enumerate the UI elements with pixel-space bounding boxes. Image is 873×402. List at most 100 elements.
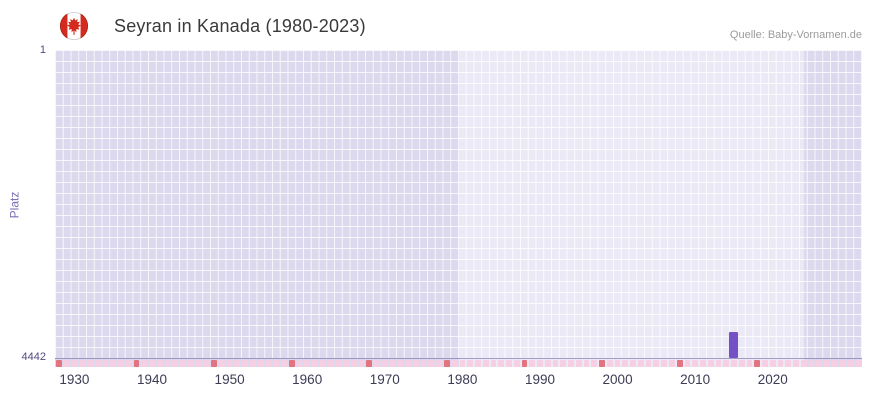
rug-cell-1992: [552, 360, 559, 367]
rug-cell-1936: [118, 360, 124, 367]
y-axis-tick-top: 1: [39, 44, 46, 56]
rug-cell-2012: [707, 360, 714, 367]
rug-cell-1970: [381, 360, 388, 367]
rug-cell-2009: [684, 360, 691, 367]
rug-cell-2002: [630, 360, 636, 367]
y-axis-tick-bottom: 4442: [21, 351, 46, 363]
rug-cell-2013: [715, 360, 722, 367]
rug-cell-1976: [428, 360, 435, 367]
rug-cell-1961: [312, 360, 318, 367]
rug-cell-1999: [606, 360, 613, 367]
chart-title: Seyran in Kanada (1980-2023): [114, 15, 366, 36]
rug-cell-1955: [265, 360, 272, 367]
rug-cell-2011: [700, 360, 706, 367]
rug-cell-2023: [793, 360, 799, 367]
rug-cell-1951: [234, 360, 241, 367]
rug-cell-1931: [79, 360, 86, 367]
rug-cell-1939: [141, 360, 148, 367]
rug-cell-1948: [211, 360, 217, 367]
rug-cell-1984: [490, 360, 497, 367]
rug-cell-2006: [661, 360, 667, 367]
rug-cell-1969: [374, 360, 380, 367]
rug-cell-2004: [645, 360, 652, 367]
rug-cell-1962: [319, 360, 326, 367]
rug-cell-1990: [537, 360, 543, 367]
rug-cell-2029: [839, 360, 846, 367]
rug-cell-2003: [637, 360, 644, 367]
rug-cell-2024: [800, 360, 807, 367]
chart-header: Seyran in Kanada (1980-2023): [59, 8, 366, 44]
x-axis-tick-2000: 2000: [602, 372, 633, 387]
rug-cell-1944: [180, 360, 186, 367]
rug-cell-2001: [622, 360, 629, 367]
x-axis-tick-1970: 1970: [369, 372, 400, 387]
rug-cell-1995: [575, 360, 582, 367]
rug-cell-1945: [187, 360, 194, 367]
x-axis-tick-1990: 1990: [524, 372, 555, 387]
rug-cell-1954: [257, 360, 264, 367]
rug-cell-1968: [366, 360, 373, 367]
rug-cell-1993: [560, 360, 567, 367]
rug-cell-1950: [226, 360, 233, 367]
rug-cell-2014: [723, 360, 730, 367]
rug-cell-2017: [746, 360, 753, 367]
rug-cell-1946: [195, 360, 202, 367]
rug-cell-2022: [785, 360, 792, 367]
rug-cell-1938: [133, 360, 140, 367]
rug-cell-1932: [87, 360, 93, 367]
rug-cell-1934: [102, 360, 109, 367]
rug-cell-2021: [777, 360, 784, 367]
rug-cell-1998: [599, 360, 605, 367]
rug-cell-1991: [544, 360, 551, 367]
rug-cell-2025: [808, 360, 815, 367]
rug-cell-1966: [350, 360, 357, 367]
x-axis-tick-1940: 1940: [136, 372, 168, 387]
rug-cell-1981: [467, 360, 473, 367]
rug-cell-1994: [568, 360, 574, 367]
rug-cell-2010: [692, 360, 699, 367]
rug-cell-2028: [831, 360, 838, 367]
rug-cell-1978: [443, 360, 450, 367]
rug-cell-1964: [335, 360, 342, 367]
rug-cell-1996: [583, 360, 590, 367]
rug-cell-1952: [242, 360, 248, 367]
canada-flag-icon: [59, 11, 89, 41]
rug-cell-1960: [304, 360, 311, 367]
rug-cell-1957: [281, 360, 287, 367]
rug-cell-1940: [149, 360, 155, 367]
rug-cell-1943: [172, 360, 179, 367]
rug-cell-2005: [653, 360, 660, 367]
rug-cell-1979: [451, 360, 458, 367]
rug-cell-1967: [358, 360, 365, 367]
rug-cell-1973: [405, 360, 411, 367]
rug-cell-2027: [824, 360, 830, 367]
rug-cell-2030: [847, 360, 854, 367]
rug-cell-1930: [71, 360, 78, 367]
rug-cell-1989: [529, 360, 536, 367]
rank-bar-2015: [729, 332, 739, 358]
rug-cell-1956: [273, 360, 280, 367]
rug-cell-1959: [296, 360, 303, 367]
rug-cell-1928: [56, 360, 62, 367]
rug-cell-1975: [420, 360, 427, 367]
rug-cell-2026: [816, 360, 823, 367]
y-axis-title: Platz: [7, 191, 22, 219]
rug-cell-1980: [459, 360, 466, 367]
rug-cell-1937: [125, 360, 132, 367]
rug-cell-1987: [513, 360, 520, 367]
rug-cell-1947: [203, 360, 210, 367]
rug-cell-2019: [762, 360, 768, 367]
rug-cell-1985: [498, 360, 505, 367]
rug-cell-1977: [436, 360, 442, 367]
rug-cell-1983: [482, 360, 489, 367]
rug-cell-1982: [475, 360, 481, 367]
rug-cell-1986: [506, 360, 512, 367]
x-axis-tick-1980: 1980: [447, 372, 478, 387]
rug-cell-1935: [110, 360, 117, 367]
rug-cell-1929: [63, 360, 70, 367]
rug-cell-1963: [327, 360, 334, 367]
rug-cell-2007: [669, 360, 675, 367]
rug-cell-1974: [412, 360, 419, 367]
rug-cell-1972: [397, 360, 404, 367]
x-axis-tick-1930: 1930: [59, 372, 90, 387]
